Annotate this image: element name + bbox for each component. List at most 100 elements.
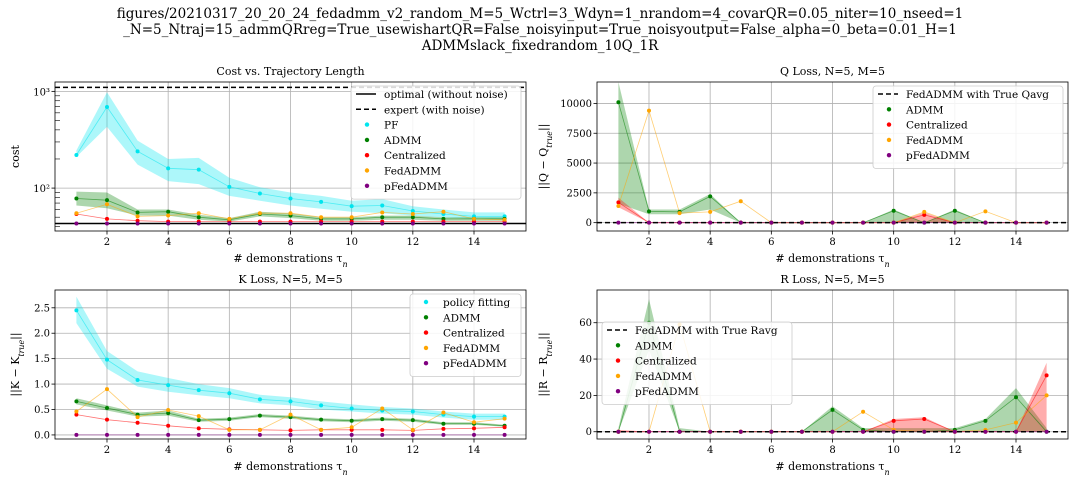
- data-point-centralized: [74, 412, 79, 417]
- legend-marker-swatch: [364, 137, 370, 143]
- legend-label: FedADMM: [906, 135, 963, 147]
- data-point-policy-fitting: [196, 388, 201, 393]
- data-point-pfedadmm: [738, 220, 743, 225]
- data-point-pfedadmm: [349, 432, 354, 437]
- legend-label: Centralized: [384, 150, 446, 162]
- data-point-policy-fitting: [227, 391, 232, 396]
- data-point-admm: [830, 407, 835, 412]
- data-point-fedadmm: [257, 211, 262, 216]
- data-point-centralized: [104, 417, 109, 422]
- data-point-pf: [135, 149, 140, 154]
- data-point-pfedadmm: [738, 429, 743, 434]
- data-point-fedadmm: [708, 209, 713, 214]
- data-point-pfedadmm: [708, 429, 713, 434]
- data-point-pfedadmm: [799, 429, 804, 434]
- y-tick-label: 7500: [567, 129, 592, 140]
- data-point-centralized: [135, 420, 140, 425]
- data-point-fedadmm: [738, 199, 743, 204]
- data-point-policy-fitting: [472, 414, 477, 419]
- legend-label: FedADMM: [384, 166, 441, 178]
- data-point-pfedadmm: [891, 429, 896, 434]
- data-point-pfedadmm: [616, 220, 621, 225]
- y-tick-label: 2.0: [34, 329, 50, 340]
- chart-panel-4: 2 4 6 8 10 12 14 0 20 40 60 R Loss, N=5, M=5 # demon…: [537, 273, 1069, 477]
- data-point-pf: [196, 167, 201, 172]
- y-axis-label: ||K − Ktrue||: [9, 332, 26, 396]
- legend-marker-swatch: [423, 315, 429, 320]
- data-point-pfedadmm: [441, 221, 446, 226]
- data-point-pfedadmm: [502, 432, 507, 437]
- legend: FedADMM with True Ravg ADMM Centralized Fed…: [601, 321, 793, 405]
- y-tick-label: 1.5: [34, 354, 50, 365]
- data-point-fedadmm: [616, 203, 621, 208]
- data-point-policy-fitting: [104, 357, 109, 362]
- data-point-policy-fitting: [349, 406, 354, 411]
- data-point-pfedadmm: [257, 432, 262, 437]
- legend-marker-swatch: [886, 122, 892, 127]
- figure-title: figures/20210317_20_20_24_fedadmm_v2_ran…: [0, 6, 1080, 54]
- data-point-pf: [104, 104, 109, 109]
- data-point-pfedadmm: [677, 220, 682, 225]
- legend-marker-swatch: [423, 345, 429, 351]
- x-tick-label: 14: [468, 445, 481, 456]
- legend-marker-swatch: [364, 168, 370, 173]
- data-point-centralized: [922, 417, 927, 422]
- legend: optimal (without noise) expert (with nois…: [350, 85, 522, 200]
- data-point-fedadmm: [288, 211, 293, 216]
- legend-marker-swatch: [423, 330, 429, 335]
- data-point-fedadmm: [135, 415, 140, 420]
- data-point-admm: [196, 418, 201, 423]
- data-point-admm: [104, 405, 109, 410]
- data-point-pfedadmm: [769, 429, 774, 434]
- x-tick-label: 12: [948, 445, 961, 456]
- data-point-pfedadmm: [319, 432, 324, 437]
- data-point-centralized: [502, 425, 507, 430]
- legend-marker-swatch: [615, 389, 621, 394]
- legend-label: pFedADMM: [635, 386, 699, 398]
- legend-marker-swatch: [364, 122, 370, 127]
- x-tick-label: 6: [768, 445, 774, 456]
- data-point-fedadmm: [441, 410, 446, 415]
- legend-label: pFedADMM: [906, 150, 970, 162]
- legend-label: policy fitting: [443, 297, 510, 309]
- data-point-pfedadmm: [952, 429, 957, 434]
- x-tick-label: 4: [165, 237, 171, 248]
- data-point-fedadmm: [166, 408, 171, 413]
- data-point-admm: [708, 194, 713, 199]
- figure-title-line-3: ADMMslack_fixedrandom_10Q_1R: [421, 38, 659, 54]
- y-axis-label: ||R − Rtrue||: [537, 332, 554, 396]
- legend-label: Centralized: [443, 328, 505, 340]
- subplot-title: Q Loss, N=5, M=5: [780, 65, 885, 78]
- data-point-pfedadmm: [646, 429, 651, 434]
- x-axis-label: # demonstrations τn: [233, 252, 347, 269]
- x-tick-label: 10: [345, 445, 358, 456]
- data-point-pfedadmm: [1014, 429, 1019, 434]
- data-point-admm: [983, 418, 988, 423]
- data-point-pfedadmm: [380, 221, 385, 226]
- legend-box: [872, 85, 1064, 169]
- data-point-pfedadmm: [104, 432, 109, 437]
- data-point-pf: [349, 204, 354, 209]
- data-point-pfedadmm: [983, 220, 988, 225]
- data-point-pfedadmm: [861, 429, 866, 434]
- band-pf: [76, 92, 505, 219]
- legend-marker-swatch: [615, 343, 621, 348]
- data-point-pfedadmm: [227, 221, 232, 226]
- data-point-pfedadmm: [830, 429, 835, 434]
- data-point-centralized: [922, 212, 927, 217]
- data-point-pf: [380, 203, 385, 208]
- legend-label: pFedADMM: [384, 181, 448, 193]
- data-point-pf: [288, 196, 293, 201]
- data-point-centralized: [196, 426, 201, 431]
- data-point-centralized: [616, 200, 621, 205]
- x-tick-label: 6: [226, 237, 232, 248]
- legend-marker-swatch: [886, 137, 892, 143]
- data-point-policy-fitting: [166, 383, 171, 388]
- data-point-pfedadmm: [135, 221, 140, 226]
- data-point-admm: [135, 210, 140, 215]
- figure-title-line-1: figures/20210317_20_20_24_fedadmm_v2_ran…: [116, 6, 964, 22]
- data-point-policy-fitting: [319, 403, 324, 408]
- subplot-title: Cost vs. Trajectory Length: [216, 65, 364, 78]
- legend-label: expert (with noise): [384, 104, 485, 116]
- plot-area: [74, 296, 507, 437]
